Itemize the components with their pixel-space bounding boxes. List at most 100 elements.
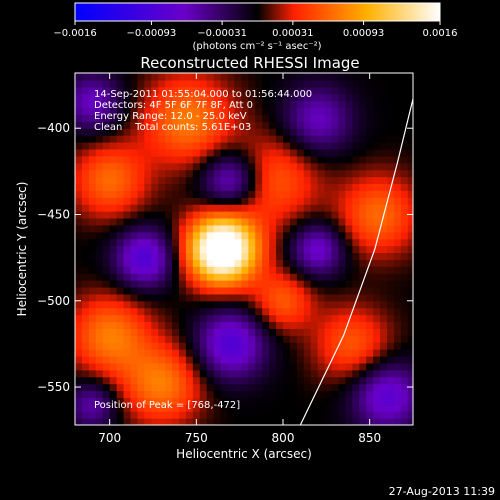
heatmap-cell [144,321,152,329]
heatmap-cell [227,93,236,102]
heatmap-cell [283,128,291,136]
heatmap-cell [338,383,346,392]
heatmap-cell [317,183,326,191]
heatmap-cell [241,176,249,185]
heatmap-cell [373,107,381,116]
heatmap-cell [269,342,277,350]
heatmap-cell [400,79,409,88]
heatmap-cell [185,411,194,419]
heatmap-cell [359,93,367,102]
heatmap-cell [199,73,208,81]
heatmap-cell [220,86,229,95]
heatmap-cell [387,383,395,392]
heatmap-cell [255,286,263,295]
heatmap-cell [262,217,270,226]
heatmap-cell [95,176,104,185]
heatmap-cell [151,245,159,254]
heatmap-cell [269,390,277,398]
heatmap-cell [179,307,187,316]
heatmap-cell [220,397,229,405]
heatmap-cell [95,383,104,392]
heatmap-cell [81,342,90,350]
heatmap-cell [220,204,229,212]
heatmap-cell [165,273,173,281]
heatmap-cell [407,321,413,329]
heatmap-cell [393,404,402,412]
heatmap-cell [324,107,333,116]
heatmap-cell [220,342,229,350]
heatmap-cell [241,148,249,157]
heatmap-cell [137,155,145,164]
heatmap-cell [393,397,402,405]
heatmap-cell [95,231,104,240]
heatmap-cell [262,121,270,129]
heatmap-cell [144,418,152,425]
heatmap-cell [366,411,374,419]
heatmap-cell [158,383,166,392]
heatmap-cell [296,135,305,143]
heatmap-cell [185,376,194,385]
heatmap-cell [144,362,152,371]
heatmap-cell [116,183,125,191]
heatmap-cell [380,273,388,281]
heatmap-cell [338,224,346,233]
heatmap-cell [137,355,145,364]
heatmap-cell [255,293,263,302]
heatmap-cell [81,376,90,385]
heatmap-cell [109,169,118,178]
heatmap-cell [144,107,152,116]
heatmap-cell [331,73,340,81]
heatmap-cell [88,155,97,164]
heatmap-cell [296,376,305,385]
heatmap-cell [75,128,83,136]
heatmap-cell [199,321,208,329]
heatmap-cell [387,369,395,378]
heatmap-cell [296,86,305,95]
heatmap-cell [234,190,242,198]
heatmap-cell [151,231,159,240]
heatmap-cell [400,217,409,226]
heatmap-cell [331,231,340,240]
heatmap-cell [102,349,111,357]
heatmap-cell [269,162,277,171]
heatmap-cell [241,342,249,350]
heatmap-cell [276,342,284,350]
heatmap-cell [213,418,222,425]
y-tick-label: −450 [37,207,70,221]
heatmap-cell [213,335,222,343]
heatmap-cell [407,293,413,302]
heatmap-cell [331,135,340,143]
heatmap-cell [144,135,152,143]
heatmap-cell [373,73,381,81]
heatmap-cell [380,259,388,267]
heatmap-cell [331,142,340,150]
heatmap-cell [407,86,413,95]
heatmap-cell [352,293,360,302]
heatmap-cell [151,176,159,185]
heatmap-cell [345,328,353,336]
heatmap-cell [407,266,413,274]
info-energy-range: Energy Range: 12.0 - 25.0 keV [94,111,247,122]
heatmap-cell [151,93,159,102]
heatmap-cell [359,238,367,247]
heatmap-cell [338,142,346,150]
heatmap-cell [227,169,236,178]
heatmap-cell [234,273,242,281]
heatmap-cell [255,411,263,419]
heatmap-cell [199,128,208,136]
heatmap-cell [213,217,222,226]
heatmap-cell [400,231,409,240]
heatmap-cell [109,190,118,198]
heatmap-cell [151,142,159,150]
heatmap-cell [338,135,346,143]
colorbar-tick-label: 0.00093 [343,28,384,39]
heatmap-cell [123,376,132,385]
heatmap-cell [234,307,242,316]
heatmap-cell [144,245,152,254]
heatmap-cell [206,114,215,122]
heatmap-cell [387,169,395,178]
heatmap-cell [262,273,270,281]
heatmap-cell [220,162,229,171]
heatmap-cell [407,418,413,425]
heatmap-cell [102,217,111,226]
